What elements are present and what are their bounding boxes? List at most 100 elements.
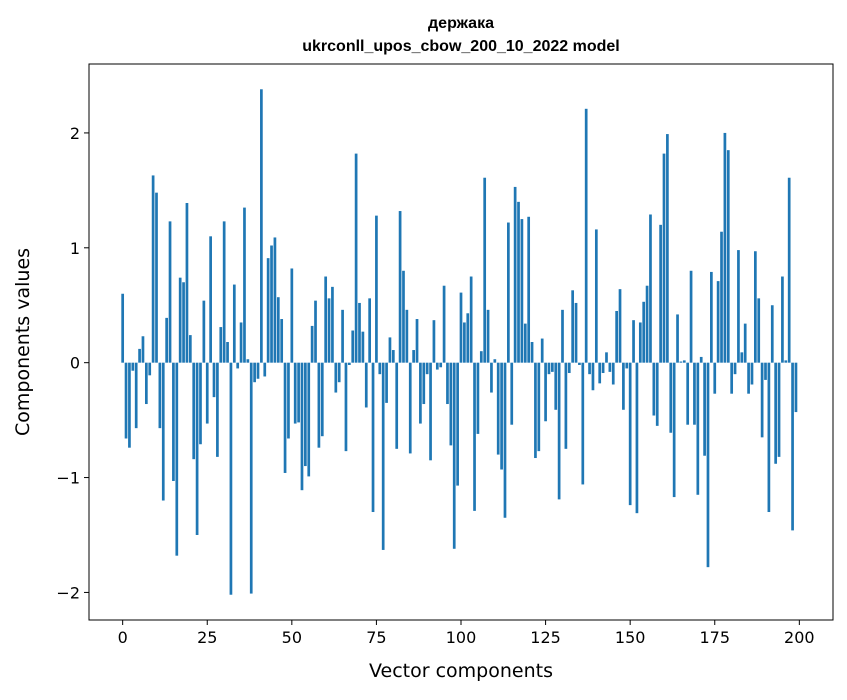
bar-179 bbox=[726, 150, 730, 363]
chart-title-line2: ukrconll_upos_cbow_200_10_2022 model bbox=[302, 38, 619, 55]
bar-99 bbox=[456, 362, 459, 486]
bar-49 bbox=[287, 362, 290, 439]
bar-14 bbox=[168, 221, 172, 363]
bar-89 bbox=[422, 362, 426, 405]
bar-7 bbox=[144, 362, 148, 405]
bar-93 bbox=[435, 362, 439, 370]
bar-86 bbox=[412, 350, 415, 363]
bar-42 bbox=[263, 362, 267, 377]
bar-147 bbox=[618, 289, 622, 363]
x-tick-label: 100 bbox=[446, 628, 477, 647]
bar-75 bbox=[375, 215, 378, 363]
bar-198 bbox=[791, 362, 794, 531]
bar-108 bbox=[486, 309, 490, 363]
bar-100 bbox=[459, 292, 463, 363]
y-tick-label: 1 bbox=[70, 239, 80, 258]
bar-166 bbox=[682, 360, 686, 363]
bar-113 bbox=[503, 362, 507, 518]
bar-47 bbox=[280, 319, 284, 363]
x-axis-ticks: 0 25 50 75 100 125 150 175 200 bbox=[118, 620, 815, 647]
bar-66 bbox=[344, 362, 348, 452]
bar-184 bbox=[743, 323, 747, 363]
bar-117 bbox=[517, 201, 520, 363]
bar-130 bbox=[561, 309, 564, 363]
y-tick-label: −2 bbox=[56, 583, 80, 602]
bar-199 bbox=[794, 362, 798, 413]
bar-120 bbox=[527, 216, 531, 363]
bar-164 bbox=[676, 314, 679, 363]
bar-51 bbox=[293, 362, 297, 424]
bar-159 bbox=[659, 224, 662, 363]
bar-20 bbox=[188, 335, 192, 363]
bar-44 bbox=[270, 245, 273, 363]
bar-174 bbox=[710, 271, 713, 363]
bar-48 bbox=[283, 362, 287, 473]
bar-175 bbox=[713, 362, 717, 394]
bar-27 bbox=[212, 362, 216, 398]
bar-124 bbox=[540, 338, 544, 363]
bar-71 bbox=[361, 331, 365, 363]
bar-182 bbox=[737, 250, 740, 363]
bar-31 bbox=[226, 342, 229, 363]
bar-116 bbox=[513, 186, 517, 363]
bar-152 bbox=[635, 362, 639, 514]
bar-26 bbox=[209, 236, 212, 363]
bar-9 bbox=[151, 175, 155, 363]
bar-23 bbox=[199, 362, 202, 445]
bar-191 bbox=[767, 362, 771, 513]
bar-127 bbox=[550, 362, 554, 372]
bar-162 bbox=[669, 362, 673, 433]
bar-61 bbox=[327, 298, 331, 363]
bar-186 bbox=[750, 362, 754, 385]
bar-91 bbox=[429, 362, 432, 461]
bar-63 bbox=[334, 362, 338, 393]
bar-64 bbox=[337, 362, 341, 383]
bar-16 bbox=[175, 362, 179, 556]
bar-0 bbox=[121, 293, 125, 363]
bar-28 bbox=[216, 362, 219, 457]
bar-43 bbox=[266, 258, 270, 363]
bar-150 bbox=[628, 362, 632, 506]
bar-146 bbox=[615, 310, 618, 363]
bar-112 bbox=[500, 362, 503, 470]
bar-167 bbox=[686, 362, 690, 425]
bar-137 bbox=[584, 108, 588, 363]
bar-36 bbox=[243, 207, 246, 363]
bar-30 bbox=[222, 221, 226, 363]
bar-143 bbox=[605, 352, 608, 363]
bar-73 bbox=[368, 298, 372, 363]
bar-41 bbox=[260, 89, 263, 363]
bar-181 bbox=[733, 362, 737, 375]
bar-45 bbox=[273, 237, 277, 363]
bar-115 bbox=[510, 362, 514, 425]
bar-17 bbox=[178, 277, 182, 363]
bar-37 bbox=[246, 359, 250, 363]
bar-183 bbox=[740, 352, 744, 363]
bar-171 bbox=[699, 356, 703, 363]
bar-29 bbox=[219, 327, 223, 363]
bar-92 bbox=[432, 320, 436, 363]
bar-144 bbox=[608, 362, 612, 372]
bar-13 bbox=[165, 317, 169, 363]
x-tick-label: 50 bbox=[282, 628, 302, 647]
bar-118 bbox=[520, 219, 524, 363]
bar-158 bbox=[655, 362, 659, 426]
bar-58 bbox=[317, 362, 321, 448]
x-tick-label: 125 bbox=[530, 628, 561, 647]
bar-56 bbox=[310, 325, 314, 363]
bar-178 bbox=[723, 132, 727, 363]
bar-94 bbox=[439, 362, 443, 368]
bar-11 bbox=[158, 362, 162, 429]
bar-173 bbox=[706, 362, 710, 568]
bar-35 bbox=[239, 322, 243, 363]
bar-90 bbox=[425, 362, 429, 375]
bar-88 bbox=[419, 362, 422, 424]
bar-161 bbox=[666, 134, 669, 363]
bar-176 bbox=[716, 281, 720, 363]
bars-group bbox=[121, 89, 798, 595]
x-tick-label: 175 bbox=[699, 628, 730, 647]
bar-168 bbox=[689, 270, 693, 363]
bar-65 bbox=[341, 309, 344, 363]
bar-84 bbox=[405, 309, 409, 363]
bar-195 bbox=[781, 276, 784, 363]
